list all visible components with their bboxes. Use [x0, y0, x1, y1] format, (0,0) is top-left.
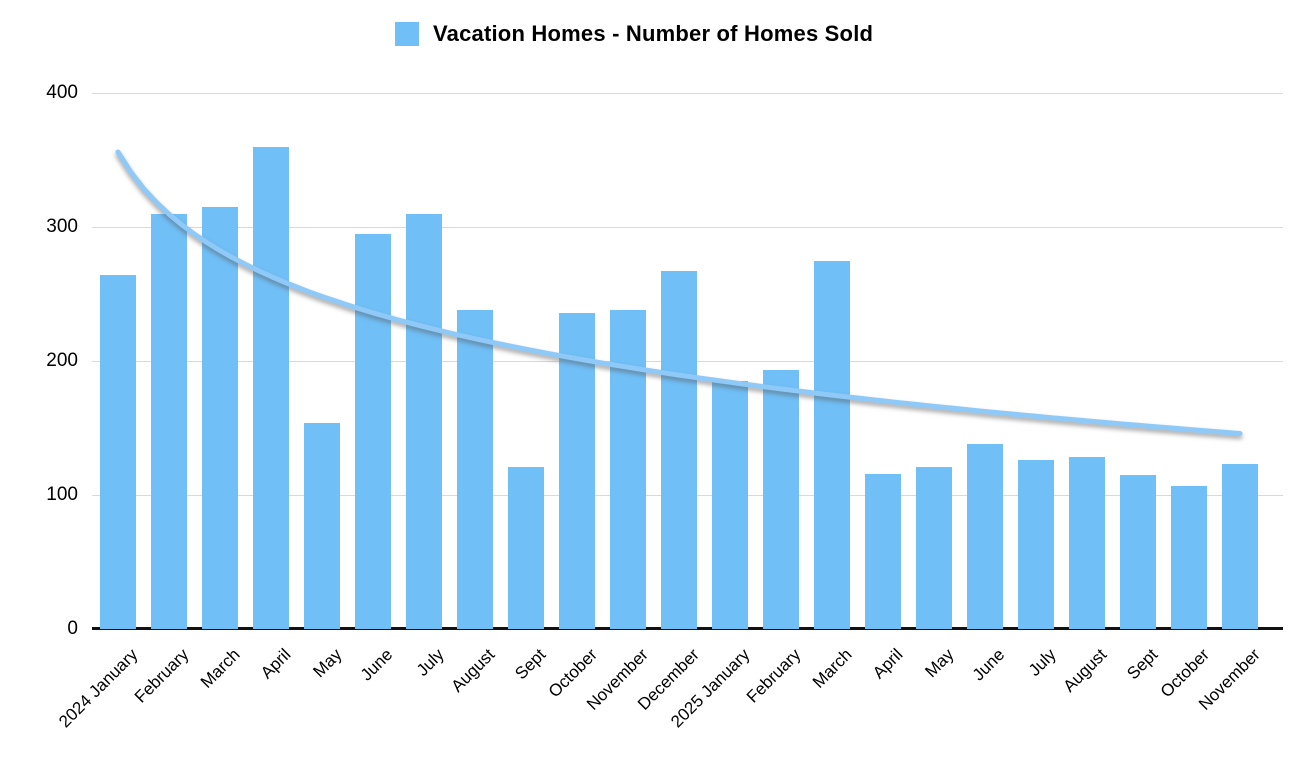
x-tick-label: July [1024, 645, 1060, 680]
y-tick-label: 200 [46, 350, 78, 371]
y-tick-label: 0 [67, 618, 78, 639]
x-tick-label: June [968, 645, 1009, 685]
x-tick-label: Sept [511, 645, 550, 684]
x-tick-label: August [447, 645, 499, 696]
chart-legend: Vacation Homes - Number of Homes Sold [395, 21, 873, 47]
bar-sept [508, 466, 544, 629]
x-tick-label: 2024 January [55, 645, 142, 732]
x-tick-label: March [196, 645, 244, 692]
bar-june [967, 444, 1003, 629]
bar-may [916, 466, 952, 629]
x-tick-label: June [356, 645, 397, 685]
y-axis-labels: 400 300 200 100 0 [0, 0, 78, 760]
bar-july [1018, 460, 1054, 629]
chart-title: Vacation Homes - Number of Homes Sold [433, 21, 874, 46]
bar-sept [1120, 474, 1156, 629]
x-tick-label: March [808, 645, 856, 692]
x-tick-label: February [130, 645, 193, 707]
x-tick-label: May [309, 645, 346, 682]
y-tick-label: 300 [46, 216, 78, 237]
x-tick-label: February [742, 645, 805, 707]
bar-november [1222, 464, 1258, 629]
x-tick-label: Sept [1123, 645, 1162, 684]
y-tick-label: 100 [46, 484, 78, 505]
bar-april [865, 473, 901, 629]
bar-august [1069, 457, 1105, 629]
bar-october [1171, 485, 1207, 629]
gridline-400 [92, 93, 1283, 94]
x-tick-label: April [256, 645, 295, 683]
x-tick-label: July [412, 645, 448, 680]
legend-swatch [395, 22, 419, 46]
y-tick-label: 400 [46, 82, 78, 103]
bar-may [304, 422, 340, 629]
x-tick-label: April [868, 645, 907, 683]
x-tick-label: May [921, 645, 958, 682]
x-tick-label: August [1059, 645, 1111, 696]
